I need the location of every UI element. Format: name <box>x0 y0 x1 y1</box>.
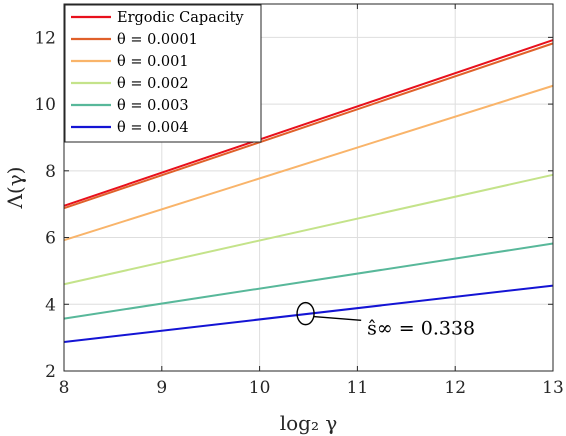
plot-frame <box>63 3 554 372</box>
y-tick-label: 2 <box>45 362 56 382</box>
y-axis-label: Λ(γ) <box>3 166 27 209</box>
y-tick-label: 10 <box>34 95 56 115</box>
y-tick-label: 8 <box>45 162 56 182</box>
legend-label-0: Ergodic Capacity <box>117 10 244 26</box>
legend-label-3: θ = 0.002 <box>117 76 189 92</box>
annotation-leader <box>313 315 362 321</box>
legend-label-5: θ = 0.004 <box>117 120 189 136</box>
x-tick-label: 13 <box>542 378 564 398</box>
legend-label-2: θ = 0.001 <box>117 54 189 70</box>
series-line-2 <box>63 84 554 242</box>
legend-label-4: θ = 0.003 <box>117 98 189 114</box>
legend-box <box>64 4 262 143</box>
tick-labels: 8 9 10 11 12 13 2 4 6 8 10 12 <box>34 28 563 398</box>
x-tick-label: 11 <box>347 378 369 398</box>
series-line-1 <box>63 42 554 210</box>
series-line-3 <box>63 173 554 286</box>
legend: Ergodic Capacity θ = 0.0001 θ = 0.001 θ = 0… <box>64 4 262 143</box>
annotation-label: ŝ∞ = 0.338 <box>367 317 475 339</box>
series-lines <box>63 39 554 343</box>
series-line-5 <box>63 284 554 343</box>
series-line-0 <box>63 39 554 207</box>
x-tick-label: 12 <box>444 378 466 398</box>
y-tick-label: 12 <box>34 28 56 48</box>
annotation-ellipse <box>296 301 315 326</box>
x-tick-label: 8 <box>59 378 70 398</box>
x-tick-label: 9 <box>156 378 167 398</box>
legend-label-1: θ = 0.0001 <box>117 32 198 48</box>
x-tick-label: 10 <box>249 378 271 398</box>
y-tick-label: 4 <box>45 295 56 315</box>
annotation: ŝ∞ = 0.338 <box>296 301 475 339</box>
x-axis-label: log₂ γ <box>280 411 338 435</box>
series-line-4 <box>63 242 554 320</box>
y-tick-label: 6 <box>45 229 56 249</box>
